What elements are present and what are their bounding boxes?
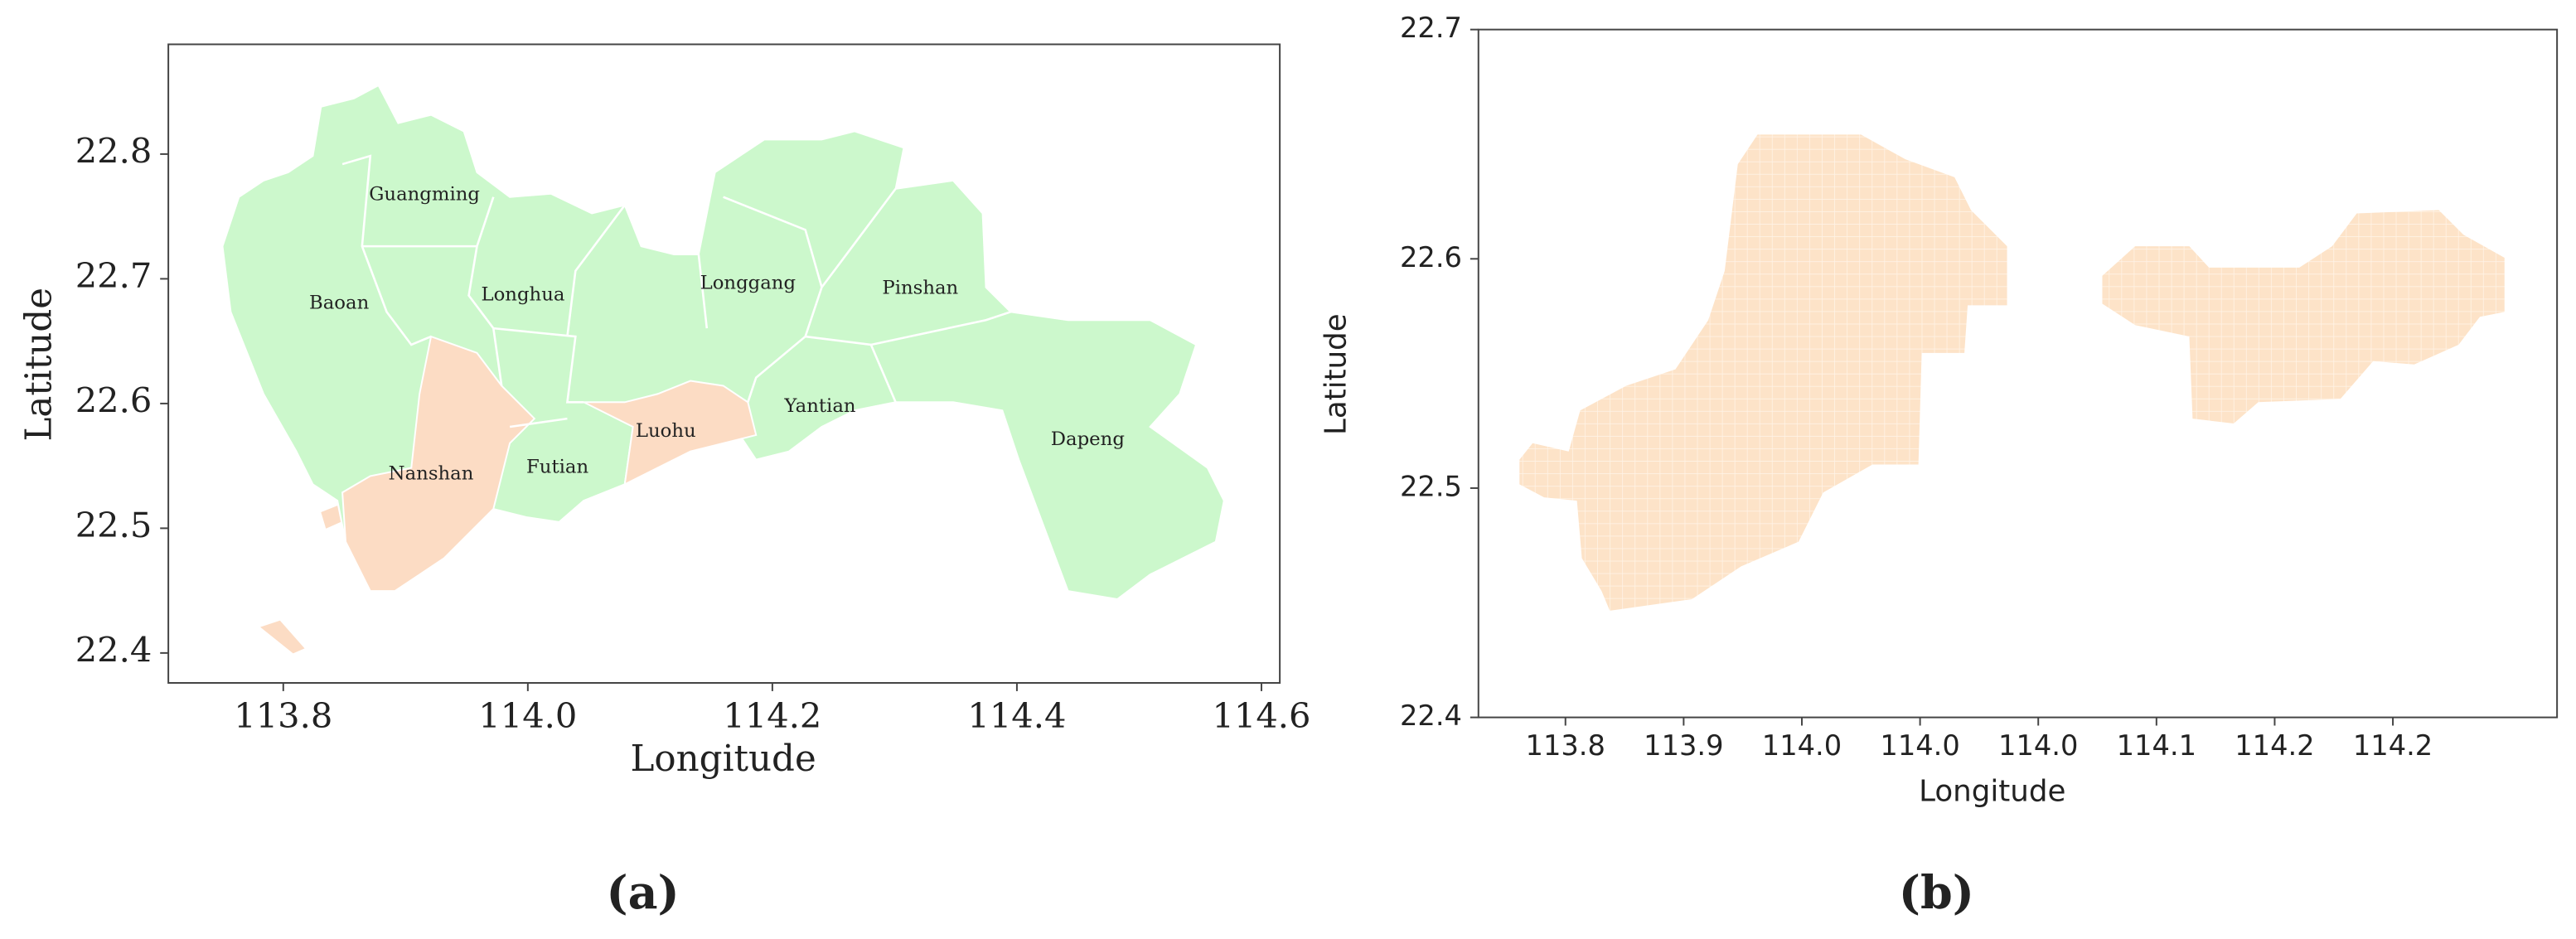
axes-frame-b: [1477, 28, 2559, 719]
x-axis-label: Longitude: [1919, 775, 2065, 809]
panel-b: 22.4 22.5 22.6 22.7 113.8 113.9 114.0 114.0 114.…: [1319, 12, 2433, 920]
x-tick-label: 113.8: [234, 695, 332, 736]
district-label: Nanshan: [389, 462, 474, 484]
y-tick-label: 22.5: [75, 505, 153, 545]
x-axis-label: Longitude: [630, 738, 816, 780]
y-axis-label: Latitude: [19, 288, 61, 442]
map-a: [221, 84, 1225, 654]
x-tick-label: 114.2: [2353, 729, 2433, 762]
y-tick-label: 22.4: [1400, 699, 1462, 732]
district-label: Luohu: [636, 420, 696, 442]
x-tick-label: 114.2: [2235, 729, 2314, 762]
panel-a: 113.8 114.0 114.2 114.4 114.6 22.4 22.5 22.6 22.…: [19, 130, 1311, 920]
y-tick-label: 22.7: [75, 255, 153, 296]
y-tick-label: 22.6: [75, 380, 153, 420]
district-label: Futian: [526, 457, 588, 478]
caption: (a): [606, 866, 679, 920]
grid-region: [2102, 210, 2505, 424]
x-tick-label: 114.6: [1212, 695, 1310, 736]
region-nanshan: [341, 335, 536, 593]
x-tick-label: 113.9: [1644, 729, 1723, 762]
grid-map-b: [1519, 134, 2505, 611]
district-label: Dapeng: [1051, 428, 1125, 450]
grid-region: [1519, 134, 2007, 611]
x-tick-label: 114.0: [478, 695, 577, 736]
district-label: Yantian: [783, 395, 855, 417]
y-tick-label: 22.4: [75, 629, 153, 670]
y-axis-label: Latitude: [1319, 313, 1353, 435]
x-tick-label: 114.0: [1880, 729, 1959, 762]
x-tick-label: 114.0: [1762, 729, 1842, 762]
x-tick-label: 114.0: [1998, 729, 2078, 762]
x-tick-label: 114.2: [723, 695, 821, 736]
caption: (b): [1899, 866, 1974, 920]
axes-frame-a: [167, 43, 1281, 684]
island: [260, 620, 305, 654]
district-label: Baoan: [309, 292, 370, 313]
district-borders: [341, 154, 1011, 428]
district-label: Guangming: [369, 184, 480, 206]
district-label: Longgang: [700, 273, 796, 294]
y-tick-label: 22.5: [1400, 470, 1462, 502]
region-luohu: [583, 380, 758, 486]
y-tick-label: 22.8: [75, 130, 153, 171]
y-tick-label: 22.6: [1400, 241, 1462, 273]
island: [321, 506, 341, 529]
x-tick-label: 113.8: [1526, 729, 1605, 762]
district-label: Longhua: [481, 284, 564, 306]
x-tick-label: 114.4: [967, 695, 1066, 736]
x-tick-label: 114.1: [2117, 729, 2196, 762]
y-tick-label: 22.7: [1400, 12, 1462, 44]
district-label: Pinshan: [882, 278, 958, 299]
